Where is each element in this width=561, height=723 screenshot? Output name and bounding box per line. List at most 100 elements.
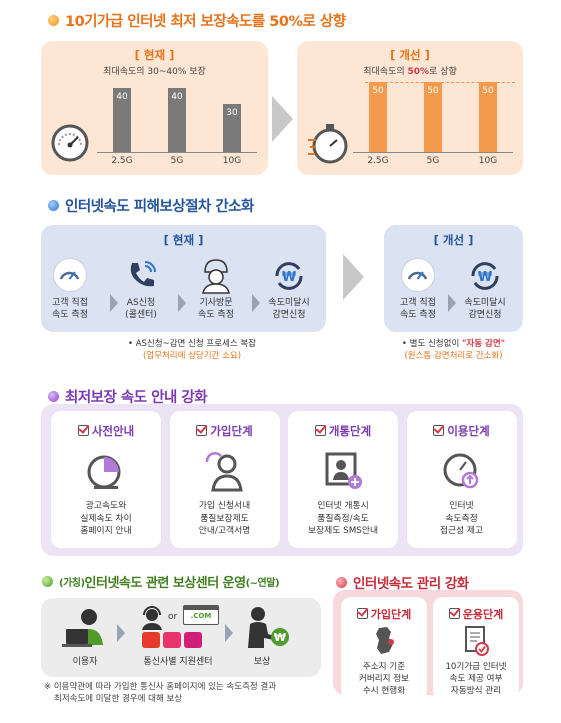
x-tick-label: 10G: [478, 156, 498, 166]
step-label: 속도미달시 감면신청: [257, 297, 321, 321]
x-tick-label: 2.5G: [367, 156, 389, 166]
guidance-card-text: 광고속도와 실제속도 차이 홈페이지 안내: [51, 500, 161, 538]
won-refresh-icon: ₩: [270, 257, 308, 299]
guidance-card-line: 가입 신청서내: [198, 501, 251, 511]
compensation-note: ※ 이용약관에 따라 가입한 통신사 홈페이지에 있는 속도측정 결과 최저속도…: [44, 682, 277, 704]
bullet-icon: [48, 15, 59, 26]
section1-title: 10기가급 인터넷 최저 보장속도를 50%로 상향: [48, 10, 346, 31]
guidance-card-line: 속도측정: [445, 513, 478, 524]
check-icon: [356, 608, 368, 619]
guidance-card: 사전안내 광고속도와 실제속도 차이 홈페이지 안내: [51, 411, 161, 548]
bullet-icon: [48, 391, 59, 402]
step-label-line: 고객 직접: [400, 298, 436, 308]
website-icon: .COM: [183, 605, 219, 625]
bar: 50: [479, 82, 497, 152]
stopwatch-icon: [308, 124, 348, 164]
management-card-line: 10기가급 인터넷: [445, 662, 507, 672]
guidance-card-line: 광고속도와: [85, 501, 127, 511]
chevron-right-icon: [225, 624, 233, 642]
id-card-plus-icon: [321, 448, 365, 492]
management-card-line: 수시 현행화: [362, 686, 406, 696]
section3-title: 최저보장 속도 안내 강화: [48, 386, 208, 407]
step-label: 고객 직접 속도 측정: [38, 297, 102, 321]
phone-call-icon: [124, 257, 160, 297]
x-tick-label: 5G: [426, 156, 440, 166]
x-tick-label: 5G: [170, 156, 184, 166]
x-axis: [353, 152, 513, 153]
guidance-card-line: 품질보장제도: [200, 513, 249, 524]
management-card-line: 커버리지 정보: [358, 674, 410, 684]
svg-text:₩: ₩: [274, 631, 286, 644]
step-label-line: 고객 직접: [52, 298, 88, 308]
guidance-card-line: 안내/고객서명: [198, 526, 251, 536]
check-icon: [77, 425, 89, 436]
guidance-card: 이용단계 인터넷 속도측정 접근성 제고: [406, 411, 517, 548]
section4-title: (가칭) 인터넷속도 관련 보상센터 운영 (~연말): [42, 572, 280, 591]
bar: 40: [168, 88, 186, 152]
chevron-right-icon: [448, 294, 456, 312]
bar: 50: [369, 82, 387, 152]
guidance-card-line: 보장제도 SMS안내: [307, 526, 379, 536]
compensation-step-label: 보상: [253, 657, 271, 667]
step-label: 기사방문 속도 측정: [184, 297, 248, 321]
guidance-card-line: 인터넷: [449, 501, 474, 511]
bar: 30: [223, 104, 241, 152]
speedometer-icon: [51, 124, 89, 162]
guidance-card-head: 이용단계: [407, 423, 517, 439]
guidance-card-line: 실제속도 차이: [80, 513, 132, 524]
management-card-head: 운용단계: [433, 606, 519, 622]
chevron-right-icon: [178, 294, 186, 312]
guidance-card-title: 개통단계: [328, 424, 372, 438]
check-icon: [196, 425, 208, 436]
speed-gauge-icon: [53, 258, 87, 292]
guidance-card-head: 사전안내: [51, 423, 161, 439]
step-label-line: AS신청: [126, 298, 156, 308]
current-speed-subtitle: 최대속도의 30~40% 보장: [103, 67, 206, 77]
management-card-line: 속도 제공 여부: [449, 674, 503, 684]
guidance-card: 개통단계 인터넷 개통시 품질측정/속도 보장제도 SMS안내: [288, 411, 398, 548]
speed-chart-icon: [84, 448, 128, 492]
improved-process-title: [ 개선 ]: [433, 233, 474, 247]
compensation-person-icon: ₩: [248, 607, 289, 648]
svg-text:₩: ₩: [478, 270, 493, 285]
step-label-line: 속도 측정: [198, 310, 234, 320]
step-label-line: 속도미달시: [464, 298, 506, 308]
compensation-step-label: 통신사별 지원센터: [143, 657, 213, 667]
management-card-line: 주소지 기준: [362, 662, 406, 672]
current-process-title: [ 현재 ]: [163, 233, 204, 247]
check-icon: [314, 425, 326, 436]
x-axis: [97, 152, 257, 153]
check-icon: [433, 425, 445, 436]
step-label-line: 감면신청: [468, 310, 502, 320]
current-process-panel: [41, 225, 326, 332]
carrier-logo-icon: [184, 632, 202, 648]
user-laptop-icon: [62, 609, 103, 647]
step-label-line: 속도 측정: [400, 310, 436, 320]
bullet-icon: [48, 200, 59, 211]
guidance-card-title: 이용단계: [447, 424, 490, 438]
chevron-right-icon: [117, 624, 125, 642]
guidance-card-line: 품질측정/속도: [317, 513, 369, 524]
management-card-line: 자동방식 관리: [450, 686, 502, 696]
svg-text:₩: ₩: [282, 270, 297, 285]
step-label: AS신청 (콜센터): [109, 297, 173, 321]
chevron-right-icon: [252, 294, 260, 312]
or-label: or: [168, 612, 178, 622]
management-card-title: 운용단계: [462, 608, 504, 621]
management-card-title: 가입단계: [370, 608, 412, 621]
step-label-line: (콜센터): [125, 310, 157, 320]
guidance-card-text: 인터넷 개통시 품질측정/속도 보장제도 SMS안내: [288, 500, 398, 538]
gauge-up-icon: [440, 448, 484, 492]
carrier-logo-icon: [142, 632, 160, 648]
speed-gauge-icon: [401, 258, 435, 292]
guidance-card-head: 가입단계: [170, 423, 280, 439]
bar: 50: [424, 82, 442, 152]
technician-icon: [197, 256, 235, 298]
current-process-note: • AS신청~감면 신청 프로세스 복잡 (업무처리에 상당기간 소요): [128, 339, 256, 361]
